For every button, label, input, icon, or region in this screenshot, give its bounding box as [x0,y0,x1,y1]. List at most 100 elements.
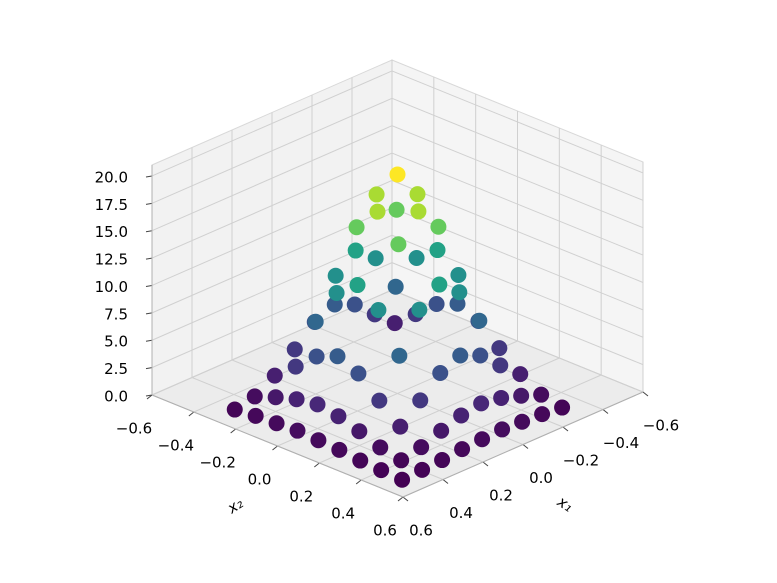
point [474,431,491,448]
tick-mark [642,391,649,397]
x-tick-label: −0.4 [603,434,639,452]
point [266,367,283,384]
point [514,413,531,430]
point [408,249,425,266]
x-axis-label: x₁ [553,492,576,516]
x-tick-label: 0.2 [489,487,513,505]
point [371,392,388,409]
point [513,387,530,404]
grid-line [391,152,644,256]
tick-mark [355,479,362,485]
tick-mark [272,445,278,451]
tick-mark [230,428,236,434]
point [373,462,390,479]
tick-mark [602,409,609,414]
point [351,423,368,440]
point [367,250,384,267]
point [409,186,426,203]
tick-mark [145,230,153,233]
z-tick-label: 5.0 [104,333,128,351]
point [286,341,303,358]
z-tick-label: 2.5 [104,360,128,378]
z-tick-label: 17.5 [95,196,128,214]
point [288,391,305,408]
y-tick-label: 0.6 [373,522,397,540]
x-tick-label: 0.6 [409,522,433,540]
point [512,366,529,383]
point [452,347,469,364]
y-tick-label: −0.2 [199,454,235,472]
point [226,401,243,418]
tick-mark [314,462,320,468]
point [310,432,327,449]
tick-mark [145,257,153,260]
point [492,357,509,374]
point [494,421,511,438]
point [412,392,429,409]
x-tick-label: 0.0 [529,469,553,487]
point [389,166,406,183]
y-tick-label: −0.4 [158,437,194,455]
tick-mark [402,496,409,502]
point [534,406,551,423]
tick-mark [145,202,153,205]
point [450,266,467,283]
tick-mark [145,367,153,370]
tick-mark [145,339,153,342]
point [471,312,488,329]
x-tick-label: −0.6 [643,417,679,435]
point [413,439,430,456]
point [453,407,470,424]
point [414,461,431,478]
point [554,399,571,416]
point [308,348,325,365]
point [287,358,304,375]
grid-line [151,180,393,286]
point [307,313,324,330]
x-tick-label: −0.2 [563,452,599,470]
point [428,295,445,312]
tick-mark [146,394,153,400]
point [267,389,284,406]
point [327,267,344,284]
points [226,166,571,488]
grid-line [391,97,644,201]
grid-line [391,125,644,229]
point [372,439,389,456]
point [368,186,385,203]
point [431,276,448,293]
tick-mark [482,461,489,467]
y-tick-label: −0.6 [116,420,152,438]
point [346,296,363,313]
point [349,277,366,294]
grid-line [151,125,393,232]
grid-line [151,152,393,259]
point [331,441,348,458]
point [268,415,285,432]
point [473,395,490,412]
point [329,348,346,365]
point [411,301,428,318]
point [348,219,365,236]
point [390,236,407,253]
z-tick-label: 12.5 [95,251,128,269]
point [246,388,263,405]
point [430,218,447,235]
x-tick-label: 0.4 [449,504,473,522]
y-tick-label: 0.2 [289,488,313,506]
point [247,407,264,424]
point [391,347,408,364]
z-tick-label: 7.5 [104,305,128,323]
tick-mark [522,444,529,449]
tick-mark [442,479,449,484]
point [434,452,451,469]
tick-mark [397,496,404,502]
y-tick-label: 0.0 [248,471,272,489]
point [369,203,386,220]
point [451,284,468,301]
z-tick-label: 10.0 [95,278,128,296]
y-tick-label: 0.4 [331,505,355,523]
grid-line [391,180,644,283]
